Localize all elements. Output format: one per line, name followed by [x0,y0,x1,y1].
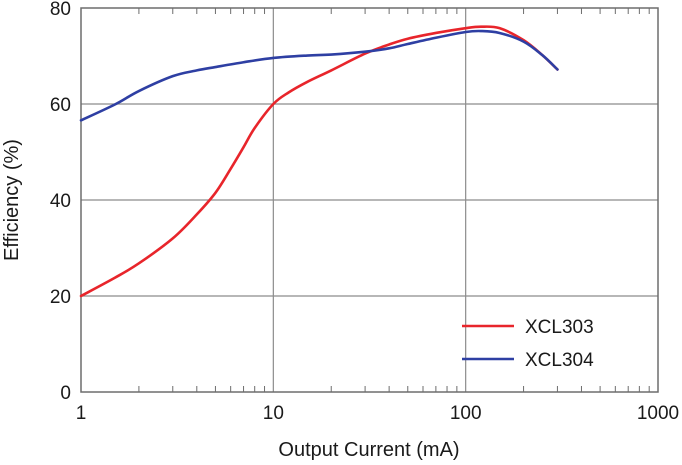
x-tick-label: 1 [76,403,87,424]
x-axis-title: Output Current (mA) [278,439,459,461]
series-line-xcl304 [79,29,559,122]
x-tick-label: 1000 [637,403,679,424]
series-line-xcl303 [79,25,559,298]
plot-frame [80,7,659,393]
y-tick-labels: 0 20 40 60 80 [50,0,71,404]
legend-label-xcl304: XCL304 [525,350,594,371]
y-tick-label: 0 [60,383,71,404]
x-tick-label: 10 [263,403,284,424]
y-tick-label: 60 [50,95,71,116]
x-tick-labels: 1 10 100 1000 [76,403,679,424]
x-tick-label: 100 [450,403,482,424]
y-tick-label: 80 [50,0,71,20]
y-tick-label: 20 [50,287,71,308]
grid [81,8,658,392]
legend-label-xcl303: XCL303 [525,317,594,338]
minor-ticks [138,8,650,392]
legend: XCL303 XCL304 [462,317,594,371]
y-tick-label: 40 [50,191,71,212]
y-axis-title: Efficiency (%) [1,139,23,261]
series-lines [79,25,559,298]
